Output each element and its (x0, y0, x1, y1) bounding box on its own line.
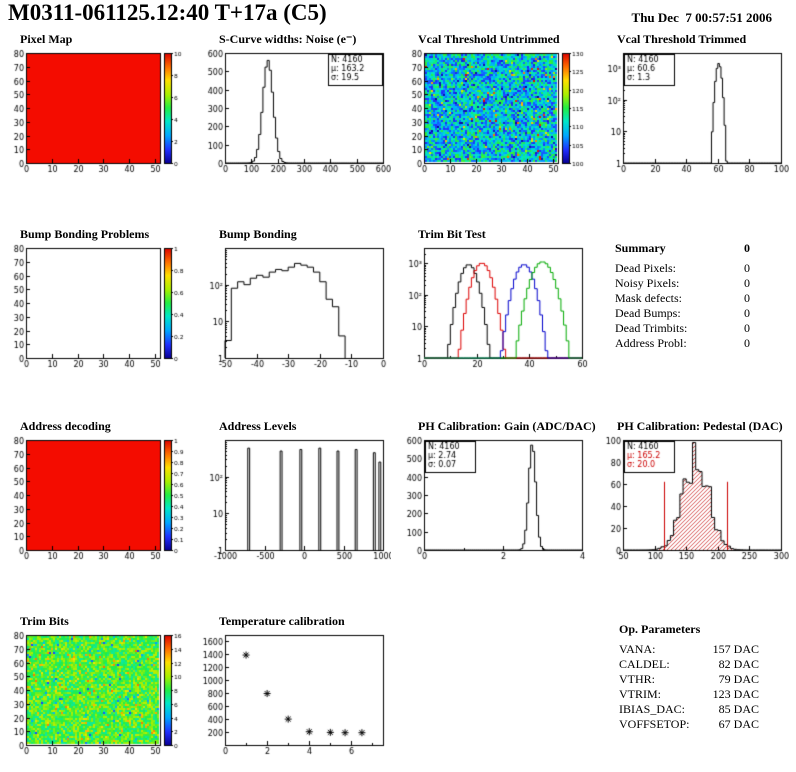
summary-value: 0 (744, 261, 750, 275)
summary-row: Dead Trimbits: 0 (615, 321, 750, 336)
panel-trim-bit-test: Trim Bit Test (398, 225, 597, 417)
trim-bit-test-plot (400, 242, 590, 374)
address-decoding-plot (2, 434, 192, 566)
trim-bits-plot (2, 629, 192, 761)
op-param-row: VOFFSETOP: 67 DAC (619, 717, 759, 732)
summary-block: Summary 0 Dead Pixels: 0 Noisy Pixels: 0… (597, 225, 796, 417)
summary-row: Address Probl: 0 (615, 336, 750, 351)
op-param-row: IBIAS_DAC: 85 DAC (619, 702, 759, 717)
summary-value: 0 (744, 321, 750, 335)
timestamp: Thu Dec 7 00:57:51 2006 (631, 10, 772, 25)
summary-label: Dead Pixels: (615, 261, 676, 275)
op-param-value: 157 DAC (712, 642, 759, 656)
panel-pixel-map: Pixel Map (0, 30, 199, 225)
chart-title: Vcal Threshold Untrimmed (418, 32, 560, 46)
panel-ph-gain: PH Calibration: Gain (ADC/DAC) (398, 417, 597, 612)
summary-row: Dead Pixels: 0 (615, 261, 750, 276)
summary-value: 0 (744, 336, 750, 350)
pixel-map-plot (2, 47, 192, 179)
chart-title: Trim Bit Test (418, 227, 486, 241)
temperature-plot (201, 629, 391, 761)
op-param-value: 123 DAC (712, 687, 759, 701)
summary-label: Dead Trimbits: (615, 321, 688, 335)
panel-bump-bonding: Bump Bonding (199, 225, 398, 417)
summary-row: Dead Bumps: 0 (615, 306, 750, 321)
vcal-trimmed-plot (599, 47, 789, 179)
chart-title: Address decoding (20, 419, 111, 433)
op-param-value: 82 DAC (718, 657, 759, 671)
summary-row: Noisy Pixels: 0 (615, 276, 750, 291)
ph-pedestal-plot (599, 434, 789, 566)
panel-address-decoding: Address decoding (0, 417, 199, 612)
chart-title: PH Calibration: Gain (ADC/DAC) (418, 419, 596, 433)
chart-title: Bump Bonding Problems (20, 227, 150, 241)
op-param-value: 85 DAC (718, 702, 759, 716)
scurve-noise-plot (201, 47, 391, 179)
summary-label: Dead Bumps: (615, 306, 681, 320)
panel-address-levels: Address Levels (199, 417, 398, 612)
panel-vcal-trimmed: Vcal Threshold Trimmed (597, 30, 796, 225)
panel-bump-problems: Bump Bonding Problems (0, 225, 199, 417)
op-param-row: VANA: 157 DAC (619, 642, 759, 657)
chart-title: Vcal Threshold Trimmed (617, 32, 747, 46)
panel-temperature: Temperature calibration (199, 612, 398, 772)
summary-title: Summary (615, 241, 666, 255)
summary-label: Noisy Pixels: (615, 276, 680, 290)
op-param-row: CALDEL: 82 DAC (619, 657, 759, 672)
summary-label: Mask defects: (615, 291, 682, 305)
bump-bonding-plot (201, 242, 391, 374)
vcal-untrimmed-plot (400, 47, 590, 179)
summary-value: 0 (744, 306, 750, 320)
summary-header: Summary 0 (615, 241, 750, 256)
bump-problems-plot (2, 242, 192, 374)
chart-title: Bump Bonding (219, 227, 297, 241)
summary-total: 0 (744, 241, 750, 255)
chart-title: Address Levels (219, 419, 297, 433)
chart-title: Temperature calibration (219, 614, 345, 628)
op-parameters-title: Op. Parameters (619, 622, 701, 636)
empty-cell (398, 612, 597, 772)
op-param-row: VTHR: 79 DAC (619, 672, 759, 687)
chart-title: S-Curve widths: Noise (e⁻) (219, 32, 357, 46)
op-param-value: 67 DAC (718, 717, 759, 731)
panel-trim-bits: Trim Bits (0, 612, 199, 772)
chart-title: Trim Bits (20, 614, 69, 628)
op-param-label: IBIAS_DAC: (619, 702, 686, 716)
op-param-row: VTRIM: 123 DAC (619, 687, 759, 702)
summary-row: Mask defects: 0 (615, 291, 750, 306)
op-param-label: VANA: (619, 642, 656, 656)
op-parameters-block: Op. Parameters VANA: 157 DAC CALDEL: 82 … (597, 612, 796, 772)
summary-label: Address Probl: (615, 336, 687, 350)
chart-title: PH Calibration: Pedestal (DAC) (617, 419, 783, 433)
panel-ph-pedestal: PH Calibration: Pedestal (DAC) (597, 417, 796, 612)
summary-value: 0 (744, 276, 750, 290)
ph-gain-plot (400, 434, 590, 566)
op-param-label: CALDEL: (619, 657, 670, 671)
page-title: M0311-061125.12:40 T+17a (C5) (8, 0, 327, 25)
summary-value: 0 (744, 291, 750, 305)
chart-title: Pixel Map (20, 32, 73, 46)
op-param-label: VTHR: (619, 672, 655, 686)
plot-grid: Pixel Map S-Curve widths: Noise (e⁻) Vca… (0, 30, 796, 772)
op-param-value: 79 DAC (718, 672, 759, 686)
address-levels-plot (201, 434, 391, 566)
op-param-label: VOFFSETOP: (619, 717, 690, 731)
op-param-label: VTRIM: (619, 687, 661, 701)
panel-vcal-untrimmed: Vcal Threshold Untrimmed (398, 30, 597, 225)
panel-scurve-noise: S-Curve widths: Noise (e⁻) (199, 30, 398, 225)
